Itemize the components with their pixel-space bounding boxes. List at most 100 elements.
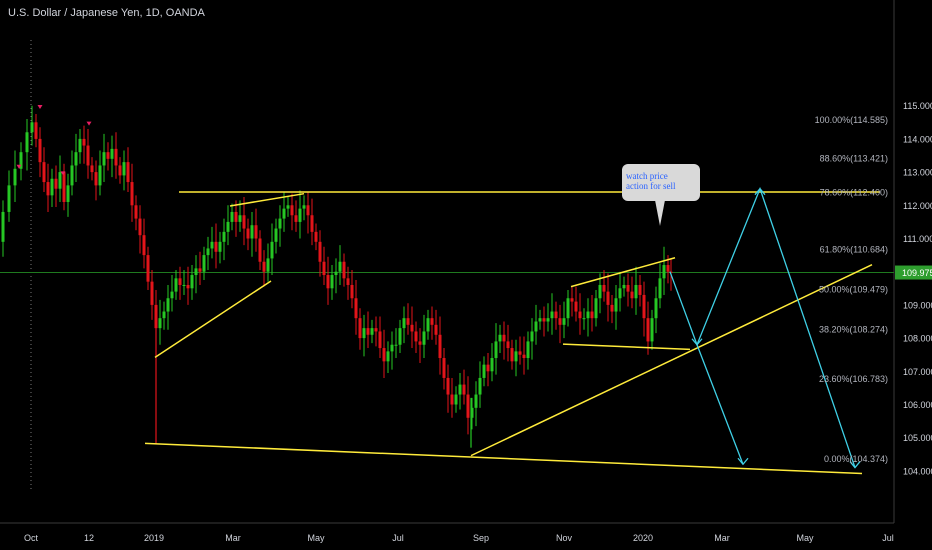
candle-down [378,331,382,349]
price-tick-label: 111.000 [903,234,932,244]
candle-down [638,284,642,295]
projection-branch[interactable] [696,344,744,465]
candle-up [78,138,82,153]
candle-down [554,311,558,319]
candle-down [626,284,630,292]
candle-down [354,298,358,319]
candle-down [306,205,310,216]
candle-down [242,215,246,229]
fibonacci-label: 38.20%(108.274) [819,325,888,335]
candle-down [322,261,326,276]
time-tick-label: Sep [473,533,489,543]
candle-up [562,318,566,325]
candle-up [654,298,658,319]
fibonacci-label: 23.60%(106.783) [819,374,888,384]
candle-up [394,344,398,346]
candle-down [134,205,138,219]
fibonacci-label: 0.00%(104.374) [824,454,888,464]
candle-up [238,215,242,222]
candle-up [386,351,390,362]
candle-up [454,394,458,405]
candle-up [286,205,290,209]
candle-down [666,265,670,272]
candle-up [70,165,74,186]
candle-up [402,318,406,329]
candle-up [370,328,374,335]
candle-down [418,341,422,345]
candle-up [1,211,5,242]
candle-up [494,341,498,359]
candle-down [462,384,466,395]
time-tick-label: 2019 [144,533,164,543]
candle-up [614,298,618,312]
price-tick-label: 112.000 [903,201,932,211]
annotation-line-1: watch price [626,171,668,181]
candle-up [594,298,598,319]
candle-down [450,394,454,405]
candle-up [598,284,602,299]
candle-up [634,284,638,299]
price-tick-label: 106.000 [903,400,932,410]
trendline[interactable] [144,442,863,475]
high-marker [16,164,22,169]
candle-down [574,301,578,312]
high-marker [86,121,92,126]
trendline[interactable] [229,192,305,207]
fibonacci-label: 50.00%(109.479) [819,284,888,294]
candle-down [326,275,330,289]
candle-down [106,152,110,159]
time-tick-label: Mar [225,533,241,543]
candle-down [246,228,250,239]
candle-up [302,205,306,209]
candle-down [506,341,510,349]
trendline[interactable] [562,343,691,351]
candle-down [642,294,646,319]
candle-down [254,225,258,239]
candle-down [366,328,370,335]
candle-up [274,228,278,242]
trendline[interactable] [570,257,676,288]
candle-up [162,311,166,319]
candle-down [570,298,574,302]
candle-up [122,162,126,176]
high-marker [60,171,66,176]
projection-path[interactable] [669,186,856,468]
candle-up [222,231,226,242]
candle-down [358,318,362,339]
candle-up [266,258,270,272]
candle-up [478,377,482,395]
current-price-badge [895,265,932,280]
candle-up [658,278,662,299]
candle-down [114,148,118,166]
candle-down [94,172,98,186]
candle-down [46,182,50,196]
annotation-callout[interactable]: watch price action for sell [622,164,700,201]
projection-arrowhead [849,461,861,469]
candle-up [582,318,586,320]
candle-up [490,358,494,372]
candle-up [530,331,534,342]
candle-up [338,261,342,272]
candle-down [406,318,410,325]
candle-down [346,278,350,285]
candle-down [34,122,38,139]
trendline[interactable] [470,264,873,457]
candle-down [669,271,673,273]
candle-down [606,291,610,305]
candle-up [174,278,178,292]
trendline[interactable] [154,280,272,358]
candle-up [166,298,170,312]
candle-down [502,334,506,342]
candle-down [542,318,546,322]
projection-arrowhead [691,338,703,346]
candle-up [250,225,254,239]
current-price-label: 109.975 [902,268,932,278]
candle-up [182,284,186,286]
candle-up [7,185,11,212]
candle-down [62,172,66,202]
candle-up [230,211,234,222]
candle-down [510,348,514,362]
candle-up [546,318,550,322]
